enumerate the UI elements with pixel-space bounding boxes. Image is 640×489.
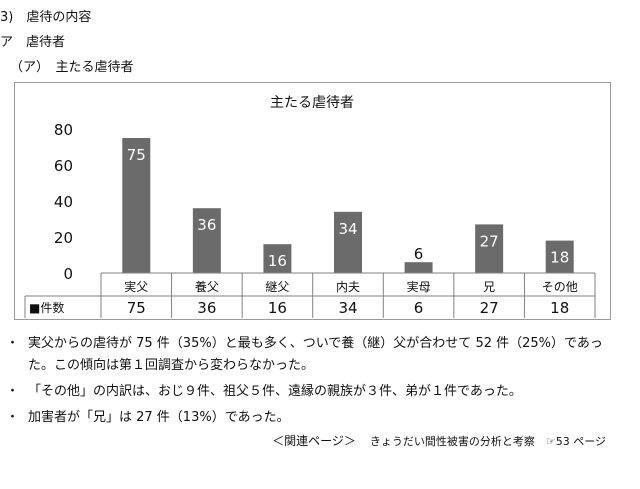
table-value: 36: [197, 299, 216, 317]
bar-value-label: 34: [338, 220, 357, 238]
table-row-label: ■件数: [29, 300, 64, 315]
related-label: ＜関連ページ＞: [272, 434, 356, 448]
bar: [475, 224, 504, 273]
bar: [334, 211, 362, 273]
note-item: ・ 加害者が「兄」は 27 件（13%）であった。: [6, 407, 626, 429]
note-text: 実父からの虐待が 75 件（35%）と最も多く、ついで養（継）父が合わせて 52…: [28, 336, 603, 373]
section-heading: 3) 虐待の内容: [0, 10, 92, 25]
bullet-mark: ・: [6, 336, 20, 351]
related-pages: ＜関連ページ＞ きょうだい間性被害の分析と考察 ☞53 ページ: [272, 432, 606, 449]
y-tick-label: 60: [54, 157, 73, 175]
note-item: ・ 「その他」の内訳は、おじ９件、祖父５件、遠縁の親族が３件、弟が１件であった。: [6, 381, 626, 403]
table-value: 75: [127, 299, 146, 317]
y-tick-label: 20: [54, 229, 73, 247]
table-value: 16: [268, 299, 287, 317]
bullet-mark: ・: [6, 384, 20, 399]
y-tick-label: 40: [54, 193, 73, 211]
bar: [122, 138, 151, 273]
bar: [263, 244, 292, 273]
table-value: 6: [414, 299, 424, 317]
bars: 75 36 16 34 6 27 18: [122, 138, 574, 273]
bar: [404, 262, 433, 273]
chart-container: 主たる虐待者 0 20 40 60 80 75 36 16 34 6 27 18 ■件数 実父 75 養父…: [14, 82, 611, 320]
bar-value-label: 36: [197, 216, 216, 234]
bar-value-label: 75: [127, 146, 146, 164]
bar-value-label: 6: [414, 245, 424, 263]
note-text: 加害者が「兄」は 27 件（13%）であった。: [28, 410, 290, 425]
bar-value-label: 18: [550, 249, 569, 267]
subsubsection-heading: （ア） 主たる虐待者: [10, 60, 134, 75]
category-label: その他: [542, 280, 578, 294]
bar: [545, 240, 574, 273]
table-value: 27: [480, 299, 499, 317]
note-text: 「その他」の内訳は、おじ９件、祖父５件、遠縁の親族が３件、弟が１件であった。: [28, 384, 522, 399]
notes-list: ・ 実父からの虐待が 75 件（35%）と最も多く、ついで養（継）父が合わせて …: [6, 333, 626, 429]
data-table: ■件数 実父 75 養父 36 継父 16 内夫 34 実母 6 兄 27 その他 18: [24, 272, 596, 318]
table-value: 34: [338, 299, 357, 317]
category-label: 内夫: [336, 280, 360, 294]
table-value: 18: [550, 299, 569, 317]
y-tick-label: 0: [63, 265, 73, 283]
bar-chart: 主たる虐待者 0 20 40 60 80 75 36 16 34 6 27 18 ■件数 実父 75 養父…: [24, 95, 596, 318]
related-text: きょうだい間性被害の分析と考察 ☞53 ページ: [369, 435, 606, 448]
bar: [192, 208, 221, 273]
bar-value-label: 27: [480, 232, 499, 250]
y-tick-label: 80: [54, 121, 73, 139]
category-label: 兄: [483, 280, 495, 294]
bar-value-label: 16: [268, 252, 287, 270]
category-label: 養父: [195, 279, 219, 294]
chart-title: 主たる虐待者: [270, 95, 354, 111]
category-label: 実父: [124, 279, 148, 294]
category-label: 実母: [407, 279, 431, 294]
bullet-mark: ・: [6, 410, 20, 425]
y-axis: 0 20 40 60 80: [54, 121, 73, 283]
subsection-heading: ア 虐待者: [0, 35, 66, 50]
category-label: 継父: [265, 279, 289, 294]
note-item: ・ 実父からの虐待が 75 件（35%）と最も多く、ついで養（継）父が合わせて …: [6, 333, 626, 377]
